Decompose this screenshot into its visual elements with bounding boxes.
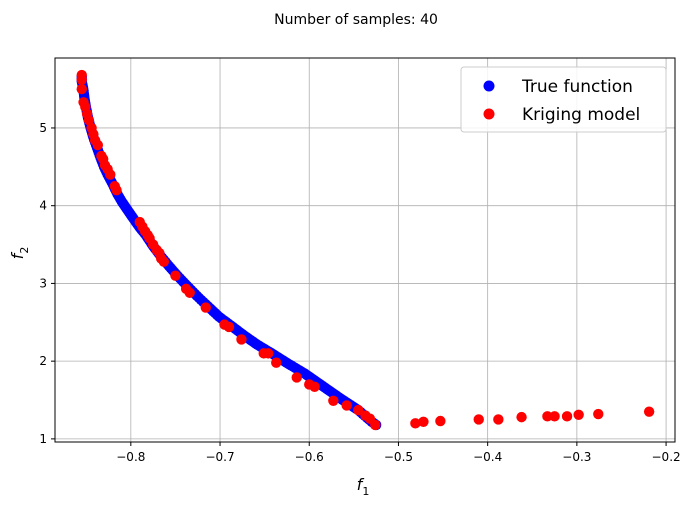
legend-marker-kriging-model — [483, 108, 495, 120]
y-tick-label: 4 — [39, 199, 47, 213]
y-tick-label: 3 — [39, 276, 47, 290]
legend-label-kriging-model: Kriging model — [522, 105, 640, 125]
kriging-model-point — [353, 404, 364, 416]
kriging-model-point — [170, 270, 181, 281]
x-tick-label: −0.7 — [205, 450, 234, 464]
kriging-model-point — [236, 334, 247, 345]
axis-ticks: −0.8 −0.7 −0.6 −0.5 −0.4 −0.3 −0.2 1 2 3 4 5 — [39, 121, 680, 464]
data-points — [76, 69, 655, 431]
grid — [55, 58, 675, 442]
y-axis-label: f2 — [8, 247, 31, 260]
kriging-model-point — [76, 83, 87, 95]
y-tick-label: 5 — [39, 121, 47, 135]
kriging-model-point — [561, 411, 573, 422]
x-tick-label: −0.2 — [652, 450, 681, 464]
legend: True function Kriging model — [460, 66, 667, 133]
kriging-model-point — [410, 418, 421, 429]
kriging-model-point — [341, 400, 352, 411]
x-tick-label: −0.5 — [384, 450, 413, 464]
kriging-model-point — [328, 395, 339, 407]
kriging-model-point — [418, 416, 429, 427]
kriging-model-point — [473, 414, 484, 425]
x-tick-label: −0.6 — [295, 450, 324, 464]
kriging-model-point — [223, 321, 235, 333]
x-axis-label: f1 — [357, 475, 370, 498]
kriging-model-point — [111, 184, 122, 196]
kriging-model-point — [435, 415, 446, 427]
kriging-model-point — [184, 287, 195, 298]
kriging-model-point — [643, 406, 655, 417]
legend-label-true-function: True function — [521, 77, 633, 97]
kriging-model-point — [92, 139, 104, 151]
chart-title: Number of samples: 40 — [274, 12, 438, 28]
kriging-model-point — [158, 256, 170, 267]
kriging-model-point — [549, 411, 560, 422]
kriging-model-point — [309, 381, 320, 393]
kriging-model-point — [263, 348, 274, 359]
x-tick-label: −0.3 — [562, 450, 591, 464]
kriging-model-point — [516, 411, 527, 423]
kriging-model-point — [76, 74, 87, 85]
legend-box — [460, 66, 667, 133]
kriging-model-point — [493, 414, 504, 425]
x-tick-label: −0.4 — [473, 450, 502, 464]
plot-area-frame — [54, 57, 676, 443]
legend-marker-true-function — [483, 80, 495, 92]
y-tick-label: 2 — [39, 354, 47, 368]
kriging-model-point — [200, 302, 211, 313]
kriging-model-point — [542, 411, 553, 422]
kriging-model-point — [105, 169, 116, 180]
kriging-model-point — [573, 409, 584, 420]
kriging-model-point — [271, 357, 282, 368]
y-tick-label: 1 — [39, 432, 47, 446]
kriging-model-point — [291, 372, 302, 383]
kriging-model-point — [593, 408, 604, 420]
x-tick-label: −0.8 — [116, 450, 145, 464]
kriging-model-point — [370, 419, 381, 431]
